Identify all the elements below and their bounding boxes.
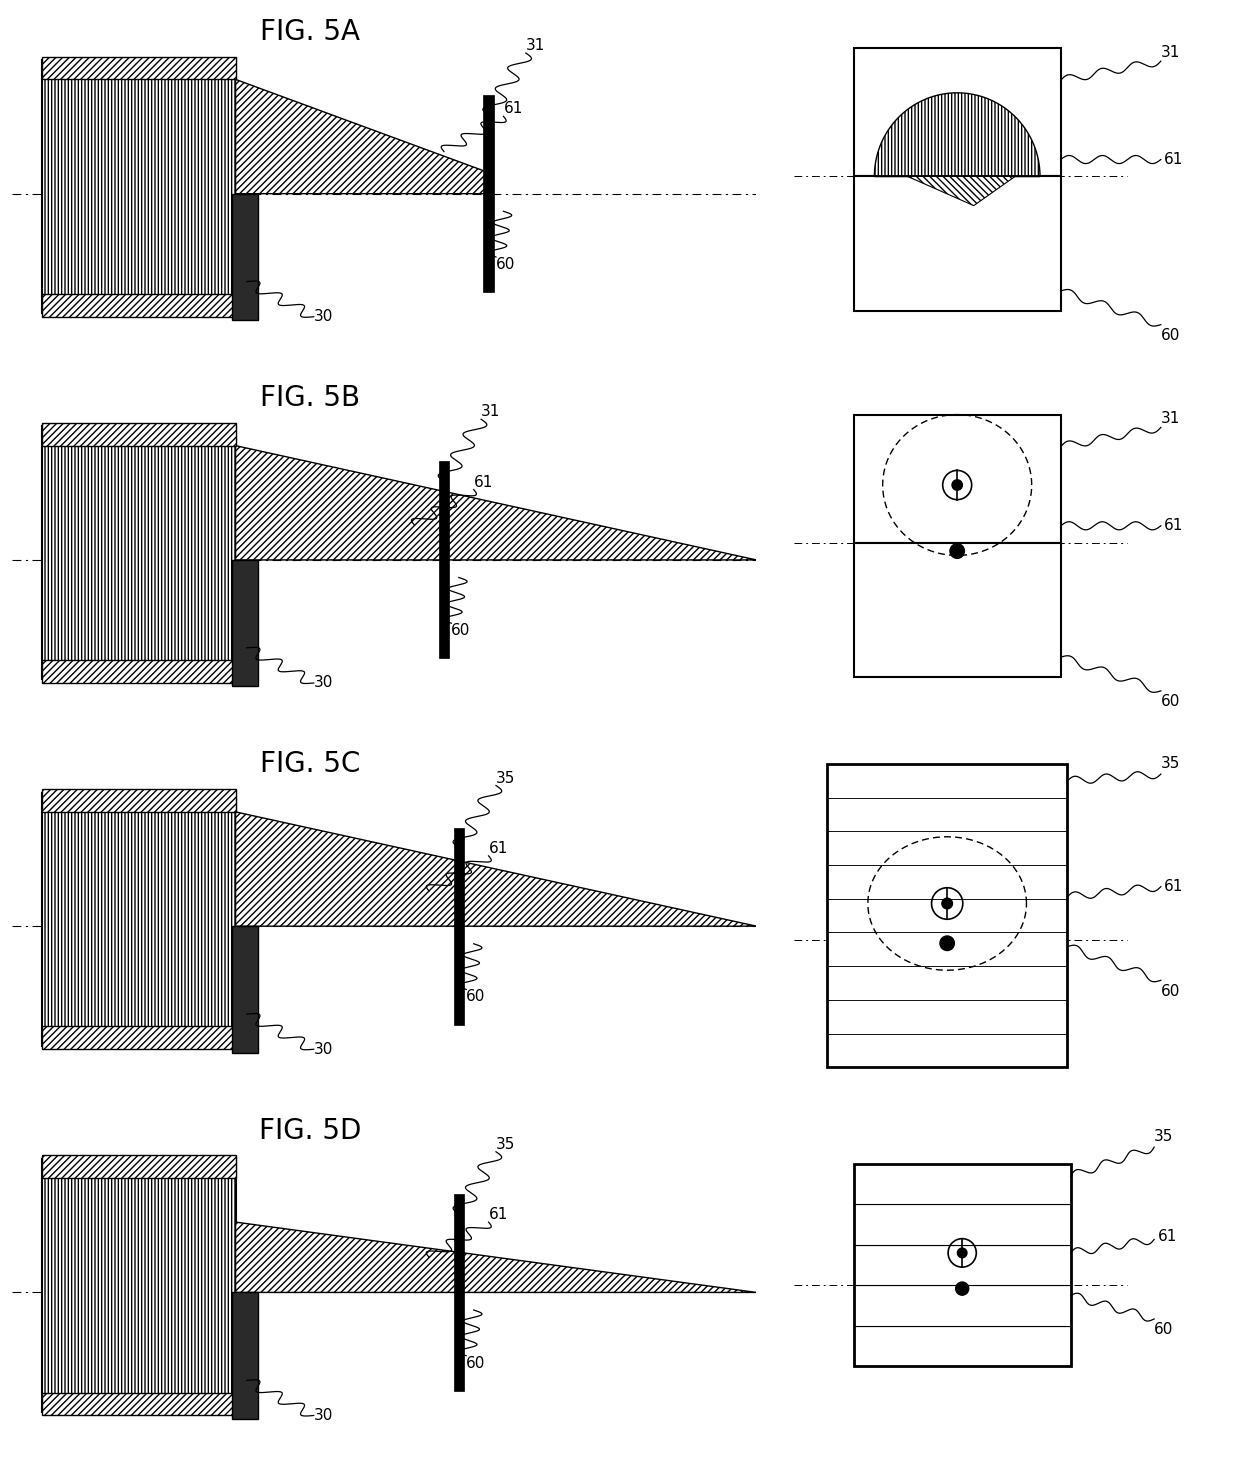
Text: FIG. 5A: FIG. 5A xyxy=(260,18,360,45)
Text: 35: 35 xyxy=(496,1137,516,1151)
Bar xyxy=(853,1204,1070,1245)
Bar xyxy=(827,832,1068,864)
Circle shape xyxy=(940,936,955,951)
Text: 30: 30 xyxy=(314,309,334,324)
Bar xyxy=(827,932,1068,967)
Bar xyxy=(42,57,236,79)
Text: 31: 31 xyxy=(1161,45,1180,60)
Polygon shape xyxy=(236,812,756,926)
Bar xyxy=(827,765,1068,797)
Bar xyxy=(853,1163,1070,1204)
Bar xyxy=(827,967,1068,999)
Text: 60: 60 xyxy=(451,623,471,639)
Bar xyxy=(827,898,1068,932)
Bar xyxy=(42,294,236,316)
Text: 31: 31 xyxy=(526,38,546,53)
Text: FIG. 5D: FIG. 5D xyxy=(259,1116,361,1144)
Bar xyxy=(853,542,1060,677)
Polygon shape xyxy=(236,1222,756,1292)
Bar xyxy=(232,560,258,687)
Bar xyxy=(853,1245,1070,1285)
Bar xyxy=(42,793,236,1046)
Text: 30: 30 xyxy=(314,1408,334,1423)
Bar xyxy=(853,415,1060,542)
Circle shape xyxy=(956,1282,968,1295)
Bar xyxy=(42,423,236,445)
Bar xyxy=(853,1163,1070,1365)
Bar xyxy=(827,1034,1068,1067)
Text: 61: 61 xyxy=(489,841,508,856)
Text: 61: 61 xyxy=(1164,879,1183,894)
Bar xyxy=(42,60,236,314)
Bar xyxy=(827,765,1068,1067)
Bar xyxy=(853,176,1060,311)
Text: 60: 60 xyxy=(1154,1323,1173,1338)
Polygon shape xyxy=(908,176,1016,205)
Bar xyxy=(42,1156,236,1178)
Text: 31: 31 xyxy=(481,404,501,419)
Text: 30: 30 xyxy=(314,675,334,690)
Polygon shape xyxy=(874,92,1040,176)
Bar xyxy=(454,828,464,1024)
Bar xyxy=(827,999,1068,1034)
Text: 35: 35 xyxy=(1161,756,1180,771)
Bar xyxy=(439,461,449,658)
Bar xyxy=(42,426,236,680)
Polygon shape xyxy=(236,445,756,560)
Bar xyxy=(232,926,258,1053)
Text: 60: 60 xyxy=(466,989,486,1005)
Circle shape xyxy=(942,898,952,908)
Bar xyxy=(42,790,236,812)
Text: 61: 61 xyxy=(1164,152,1183,167)
Text: 60: 60 xyxy=(466,1355,486,1371)
Bar xyxy=(853,48,1060,176)
Circle shape xyxy=(957,1248,967,1258)
Text: 31: 31 xyxy=(1161,412,1180,426)
Bar xyxy=(827,798,1068,832)
Text: 61: 61 xyxy=(474,475,494,489)
Text: 60: 60 xyxy=(1161,694,1180,709)
Text: 35: 35 xyxy=(1154,1128,1173,1144)
Bar xyxy=(454,1194,464,1390)
Circle shape xyxy=(950,544,965,558)
Text: 61: 61 xyxy=(1157,1229,1177,1244)
Polygon shape xyxy=(236,79,489,193)
Text: 30: 30 xyxy=(314,1042,334,1056)
Bar xyxy=(484,95,494,292)
Bar xyxy=(232,1292,258,1420)
Text: FIG. 5B: FIG. 5B xyxy=(260,384,360,412)
Text: 60: 60 xyxy=(1161,983,1180,999)
Bar xyxy=(853,1326,1070,1365)
Circle shape xyxy=(952,481,962,491)
Bar xyxy=(42,1159,236,1412)
Text: 60: 60 xyxy=(496,256,516,272)
Text: 35: 35 xyxy=(496,771,516,785)
Bar xyxy=(827,864,1068,900)
Bar xyxy=(42,1027,236,1049)
Text: 61: 61 xyxy=(489,1207,508,1222)
Bar xyxy=(853,1285,1070,1326)
Text: FIG. 5C: FIG. 5C xyxy=(260,750,360,778)
Text: 60: 60 xyxy=(1161,328,1180,343)
Bar xyxy=(42,1393,236,1415)
Text: 61: 61 xyxy=(503,101,523,116)
Bar xyxy=(42,661,236,683)
Bar xyxy=(232,193,258,321)
Text: 61: 61 xyxy=(1164,519,1183,533)
